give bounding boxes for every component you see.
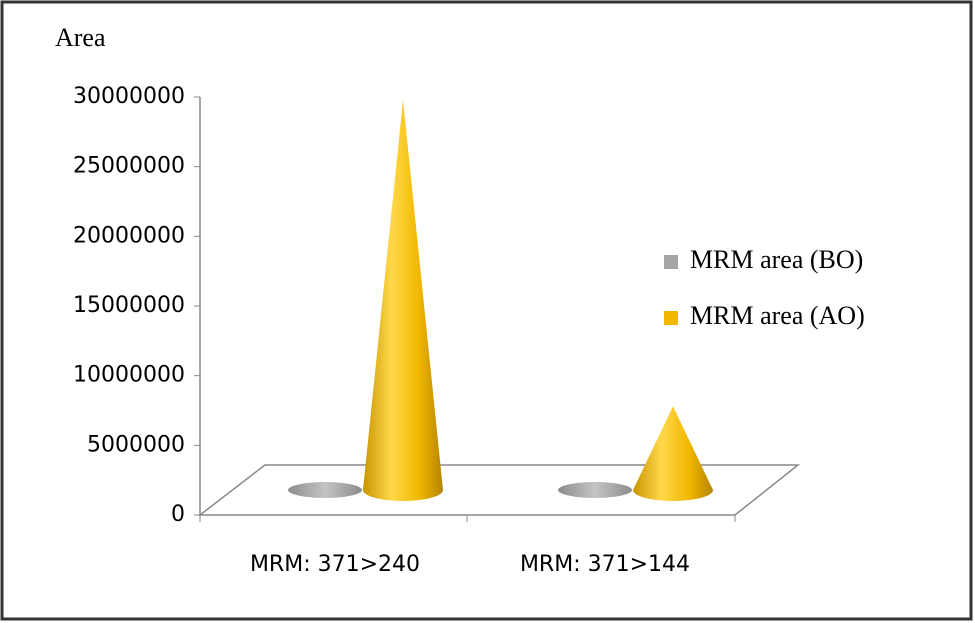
y-axis-label: Area [55,23,106,52]
legend-label: MRM area (AO) [690,301,865,330]
legend-swatch [664,311,678,325]
y-tick-label: 20000000 [73,223,185,248]
cone [288,482,362,498]
y-tick-label: 10000000 [73,363,185,388]
legend-swatch [664,255,678,269]
y-tick-label: 0 [171,502,185,527]
cone [633,406,713,501]
y-tick-label: 25000000 [73,154,185,179]
y-tick-label: 15000000 [73,293,185,318]
legend-label: MRM area (BO) [690,245,863,274]
cone [363,99,443,501]
y-tick-label: 30000000 [73,84,185,109]
x-tick-label: MRM: 371>144 [520,552,690,577]
y-tick-label: 5000000 [87,432,185,457]
x-tick-label: MRM: 371>240 [250,552,420,577]
cone [558,482,632,498]
